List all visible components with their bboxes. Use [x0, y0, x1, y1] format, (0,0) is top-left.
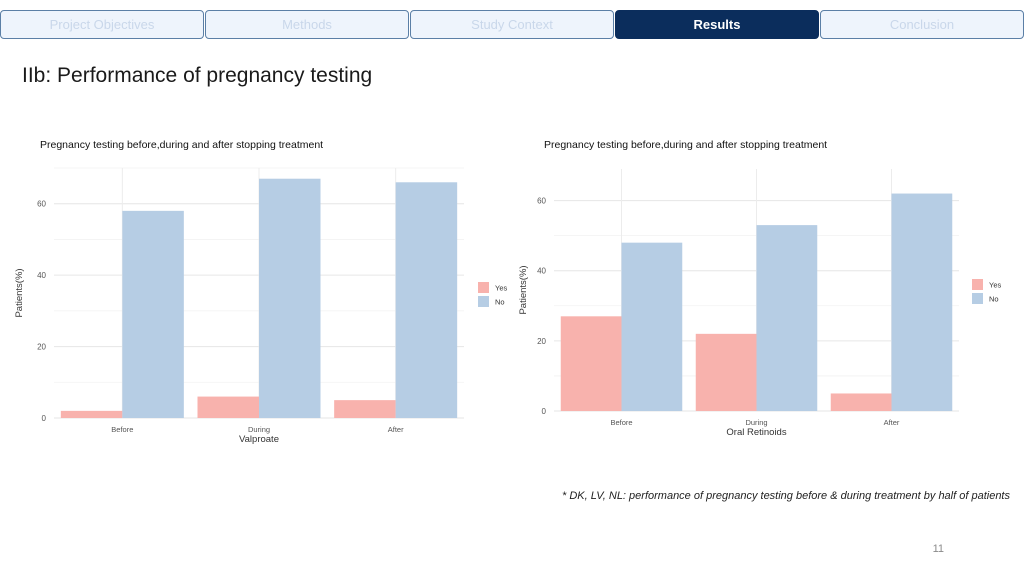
legend-label-no: No	[495, 298, 505, 307]
tab-label: Results	[693, 17, 741, 32]
y-tick-label: 20	[537, 337, 546, 346]
y-axis-label: Patients(%)	[14, 268, 25, 317]
x-tick-label: Before	[111, 425, 133, 434]
tab-label: Project Objectives	[49, 17, 155, 32]
bar-yes-during	[197, 396, 259, 418]
bar-no-after	[395, 182, 458, 418]
bar-no-before	[621, 242, 683, 411]
legend-label-yes: Yes	[989, 281, 1001, 290]
x-axis-label: Valproate	[239, 434, 279, 445]
x-tick-label: After	[884, 418, 900, 427]
oral-retinoids-chart: Pregnancy testing before,during and afte…	[518, 132, 1018, 462]
bar-yes-during	[695, 333, 757, 411]
legend-swatch-yes	[972, 279, 983, 290]
tab-project-objectives[interactable]: Project Objectives	[0, 10, 204, 39]
x-tick-label: During	[248, 425, 270, 434]
page-number: 11	[932, 543, 944, 555]
tab-results[interactable]: Results	[615, 10, 819, 39]
bar-no-during	[259, 178, 321, 418]
tab-label: Study Context	[471, 17, 553, 32]
x-tick-label: Before	[610, 418, 632, 427]
y-tick-label: 20	[37, 343, 46, 352]
tab-label: Methods	[282, 17, 332, 32]
y-tick-label: 60	[537, 197, 546, 206]
valproate-chart: Pregnancy testing before,during and afte…	[14, 132, 514, 462]
page-title: IIb: Performance of pregnancy testing	[22, 64, 373, 87]
y-axis-label: Patients(%)	[518, 265, 529, 314]
y-tick-label: 40	[537, 267, 546, 276]
legend-swatch-no	[478, 296, 489, 307]
footnote: * DK, LV, NL: performance of pregnancy t…	[562, 490, 1010, 502]
legend-label-yes: Yes	[495, 284, 507, 293]
bar-no-during	[756, 225, 818, 411]
valproate-bar-chart-svg: 0 20 40 60 Before During After Valproate Patient…	[14, 167, 507, 445]
x-tick-label: After	[388, 425, 404, 434]
y-tick-label: 0	[542, 407, 547, 416]
tab-label: Conclusion	[889, 17, 955, 32]
legend-swatch-yes	[478, 282, 489, 293]
oral-retinoids-bar-chart-svg: 0 20 40 60 Before During After Oral Retinoids Pa…	[518, 169, 1001, 438]
tab-study-context[interactable]: Study Context	[410, 10, 614, 39]
bar-no-before	[122, 210, 184, 418]
bar-yes-after	[334, 400, 396, 418]
x-axis-label: Oral Retinoids	[726, 427, 786, 438]
tab-conclusion[interactable]: Conclusion	[820, 10, 1024, 39]
y-tick-label: 0	[42, 414, 47, 423]
bar-yes-before	[560, 316, 622, 411]
chart-title: Pregnancy testing before,during and afte…	[544, 139, 828, 151]
bar-yes-after	[830, 393, 892, 411]
chart-title: Pregnancy testing before,during and afte…	[40, 139, 324, 151]
y-tick-label: 60	[37, 200, 46, 209]
bar-no-after	[891, 193, 953, 411]
bar-yes-before	[60, 410, 123, 418]
legend-swatch-no	[972, 293, 983, 304]
x-tick-label: During	[745, 418, 767, 427]
tab-methods[interactable]: Methods	[205, 10, 409, 39]
navigation-tab-bar: Project Objectives Methods Study Context…	[0, 10, 1024, 41]
y-tick-label: 40	[37, 271, 46, 280]
legend-label-no: No	[989, 295, 999, 304]
